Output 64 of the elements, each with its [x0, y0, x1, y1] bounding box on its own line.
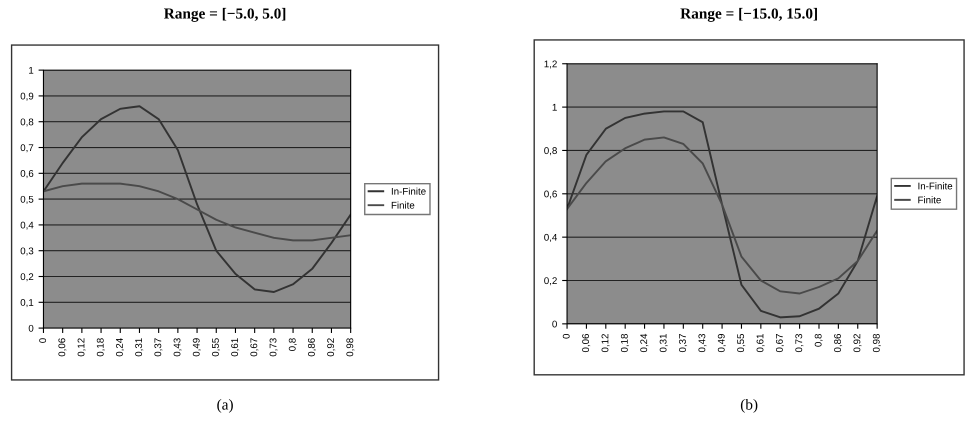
x-tick-label: 0,67 — [776, 334, 784, 352]
legend-label: Finite — [392, 202, 414, 209]
x-tick-label: 0,67 — [250, 338, 258, 356]
x-tick-label: 0,49 — [192, 338, 201, 356]
x-tick-label: 0,92 — [327, 338, 336, 356]
x-tick-label: 0,06 — [58, 338, 66, 356]
x-tick-label: 0,49 — [718, 334, 726, 352]
y-tick-label: 1 — [552, 104, 557, 111]
y-tick-label: 0,6 — [544, 190, 557, 199]
x-tick-label: 0,37 — [679, 334, 688, 352]
legend-label: In-Finite — [392, 188, 426, 195]
x-tick-label: 0,12 — [602, 334, 610, 352]
chart-title: Range = [−5.0, 5.0] — [164, 8, 286, 22]
x-tick-label: 0,8 — [288, 338, 297, 351]
x-tick-label: 0,55 — [212, 338, 220, 356]
x-tick-label: 0,31 — [135, 338, 144, 356]
y-tick-label: 0 — [28, 324, 34, 332]
y-tick-label: 0,2 — [544, 277, 557, 286]
x-tick-label: 0,98 — [346, 338, 354, 356]
legend-label: In-Finite — [918, 182, 952, 190]
x-tick-label: 0,73 — [270, 338, 278, 356]
x-tick-label: 0,37 — [154, 338, 162, 356]
y-tick-label: 0,4 — [20, 222, 34, 230]
x-tick-label: 0,98 — [872, 334, 881, 352]
x-tick-label: 0,24 — [116, 338, 124, 356]
x-tick-label: 0,43 — [698, 334, 706, 352]
y-tick-label: 0,3 — [20, 247, 34, 256]
y-tick-label: 0,8 — [544, 147, 557, 156]
y-tick-label: 1 — [29, 66, 34, 74]
x-tick-label: 0,18 — [96, 338, 105, 356]
legend-label: Finite — [918, 196, 941, 204]
x-tick-label: 0,12 — [78, 338, 86, 356]
x-tick-label: 0,55 — [737, 334, 746, 352]
line-series — [43, 105, 351, 293]
line-series — [43, 182, 351, 242]
x-tick-label: 0,61 — [231, 338, 240, 356]
line-series — [567, 136, 878, 294]
x-tick-label: 0,18 — [620, 334, 629, 352]
y-tick-label: 0,8 — [20, 118, 34, 126]
x-tick-label: 0,92 — [853, 334, 862, 352]
x-tick-label: 0,61 — [756, 334, 765, 352]
line-series — [567, 110, 878, 318]
y-tick-label: 0,6 — [20, 170, 34, 178]
x-tick-label: 0,73 — [795, 334, 804, 352]
x-tick-label: 0,06 — [582, 334, 590, 352]
text: (b) — [740, 398, 758, 413]
y-tick-label: 0,7 — [20, 144, 34, 152]
y-tick-label: 0,5 — [20, 196, 34, 204]
text: (a) — [217, 398, 233, 413]
chart-title: Range = [−15.0, 15.0] — [680, 8, 817, 22]
y-tick-label: 0,9 — [20, 92, 34, 101]
y-tick-label: 0 — [552, 320, 557, 328]
x-tick-label: 0,86 — [308, 338, 316, 356]
y-tick-label: 0,1 — [20, 299, 34, 308]
x-tick-label: 0 — [562, 334, 570, 339]
x-tick-label: 0,43 — [174, 338, 182, 356]
y-tick-label: 0,2 — [20, 273, 34, 282]
x-tick-label: 0,24 — [640, 334, 648, 352]
y-tick-label: 0,4 — [544, 234, 558, 242]
x-tick-label: 0,8 — [814, 334, 823, 347]
x-tick-label: 0,31 — [660, 334, 668, 352]
x-tick-label: 0 — [39, 338, 46, 343]
y-tick-label: 1,2 — [544, 60, 557, 69]
x-tick-label: 0,86 — [834, 334, 842, 352]
